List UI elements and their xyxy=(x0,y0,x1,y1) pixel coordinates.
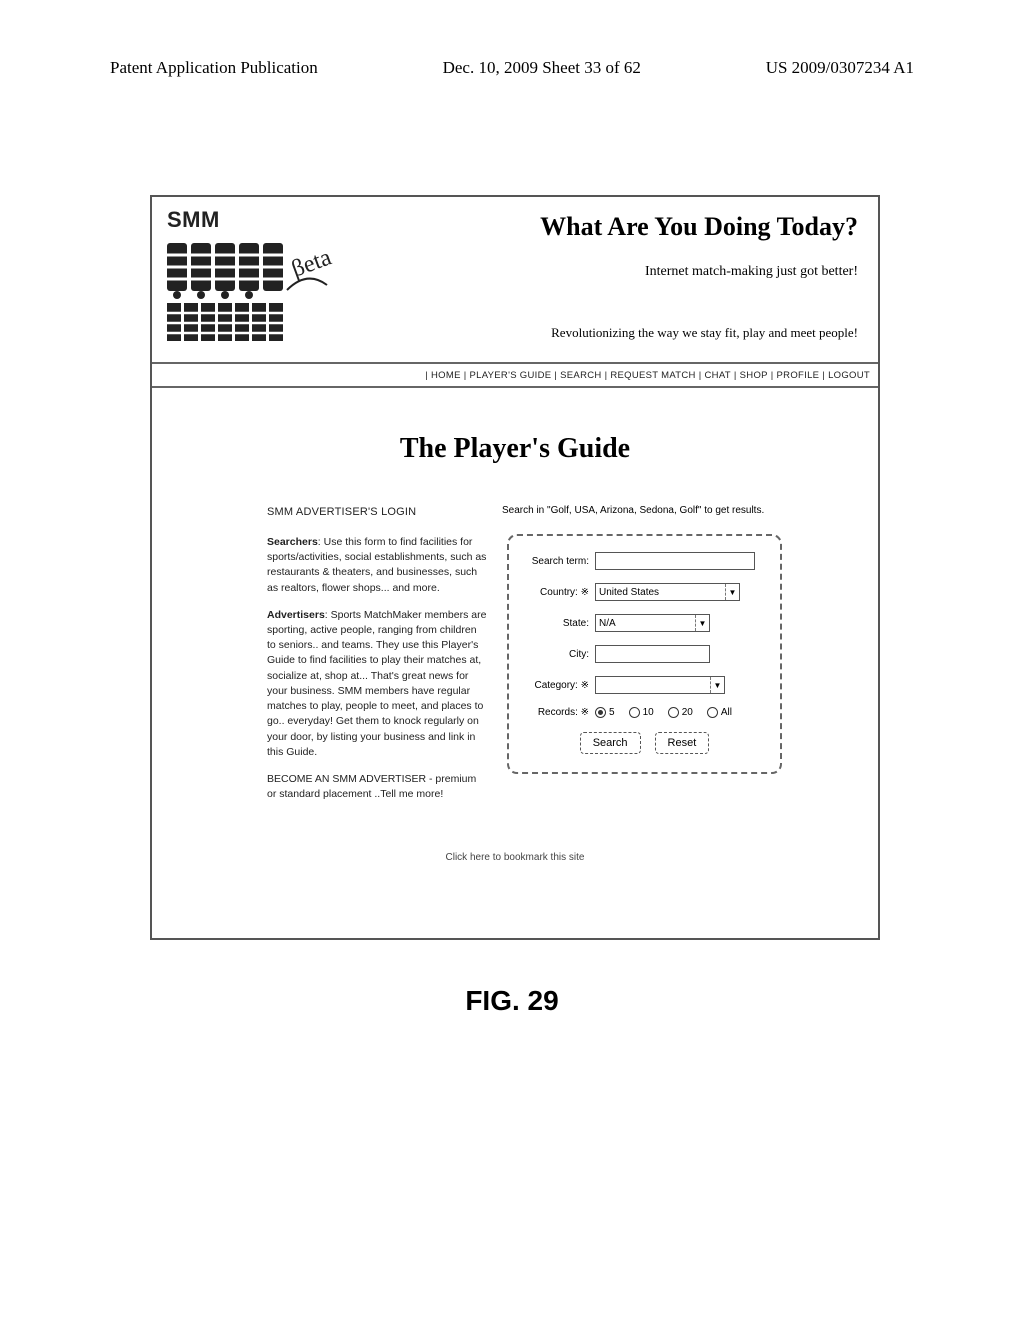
label-state: State: xyxy=(523,618,595,629)
left-column: SMM ADVERTISER'S LOGIN Searchers: Use th… xyxy=(267,505,487,814)
hero-taglines: What Are You Doing Today? Internet match… xyxy=(377,207,863,341)
logo-block: SMM xyxy=(167,207,377,345)
app-screenshot: SMM xyxy=(150,195,880,940)
nav-shop[interactable]: SHOP xyxy=(740,370,768,381)
nav-bar: | HOME| PLAYER'S GUIDE| SEARCH| REQUEST … xyxy=(152,362,878,388)
label-search-term: Search term: xyxy=(523,556,595,567)
nav-logout[interactable]: LOGOUT xyxy=(828,370,870,381)
country-select[interactable]: United States ▼ xyxy=(595,583,740,601)
city-input[interactable] xyxy=(595,645,710,663)
search-button[interactable]: Search xyxy=(580,732,641,754)
sports-matchmaker-logo: βeta xyxy=(167,235,377,345)
nav-chat[interactable]: CHAT xyxy=(705,370,731,381)
tagline-main: What Are You Doing Today? xyxy=(377,212,858,242)
nav-profile[interactable]: PROFILE xyxy=(777,370,820,381)
chevron-down-icon: ▼ xyxy=(725,584,739,600)
label-city: City: xyxy=(523,649,595,660)
category-select[interactable]: ▼ xyxy=(595,676,725,694)
header-left: Patent Application Publication xyxy=(110,58,318,78)
label-category: Category: ※ xyxy=(523,680,595,691)
header-center: Dec. 10, 2009 Sheet 33 of 62 xyxy=(443,58,641,78)
radio-10[interactable] xyxy=(629,707,640,718)
search-hint: Search in "Golf, USA, Arizona, Sedona, G… xyxy=(502,505,818,516)
tagline-sub1: Internet match-making just got better! xyxy=(377,264,858,280)
nav-players-guide[interactable]: PLAYER'S GUIDE xyxy=(470,370,552,381)
header-right: US 2009/0307234 A1 xyxy=(766,58,914,78)
content-row: SMM ADVERTISER'S LOGIN Searchers: Use th… xyxy=(152,465,878,814)
nav-home[interactable]: HOME xyxy=(431,370,461,381)
nav-request-match[interactable]: REQUEST MATCH xyxy=(610,370,695,381)
records-radio-group: 5 10 20 All xyxy=(595,707,732,718)
label-records: Records: ※ xyxy=(523,707,595,718)
figure-caption: FIG. 29 xyxy=(0,985,1024,1017)
search-form: Search term: Country: ※ United States ▼ … xyxy=(507,534,782,774)
bookmark-link[interactable]: Click here to bookmark this site xyxy=(152,852,878,863)
page-title: The Player's Guide xyxy=(152,433,878,465)
become-advertiser-link[interactable]: BECOME AN SMM ADVERTISER - premium or st… xyxy=(267,772,487,802)
nav-search[interactable]: SEARCH xyxy=(560,370,601,381)
right-column: Search in "Golf, USA, Arizona, Sedona, G… xyxy=(507,505,818,814)
hero-section: SMM xyxy=(152,197,878,357)
radio-5[interactable] xyxy=(595,707,606,718)
state-select[interactable]: N/A ▼ xyxy=(595,614,710,632)
chevron-down-icon: ▼ xyxy=(710,677,724,693)
patent-page-header: Patent Application Publication Dec. 10, … xyxy=(0,0,1024,78)
advertisers-paragraph: Advertisers: Sports MatchMaker members a… xyxy=(267,608,487,760)
svg-text:βeta: βeta xyxy=(288,244,335,282)
reset-button[interactable]: Reset xyxy=(655,732,710,754)
radio-20[interactable] xyxy=(668,707,679,718)
searchers-paragraph: Searchers: Use this form to find facilit… xyxy=(267,535,487,596)
radio-all[interactable] xyxy=(707,707,718,718)
smm-text: SMM xyxy=(167,207,377,233)
advertiser-login-link[interactable]: SMM ADVERTISER'S LOGIN xyxy=(267,505,487,521)
chevron-down-icon: ▼ xyxy=(695,615,709,631)
search-term-input[interactable] xyxy=(595,552,755,570)
tagline-sub2: Revolutionizing the way we stay fit, pla… xyxy=(377,325,858,341)
label-country: Country: ※ xyxy=(523,587,595,598)
